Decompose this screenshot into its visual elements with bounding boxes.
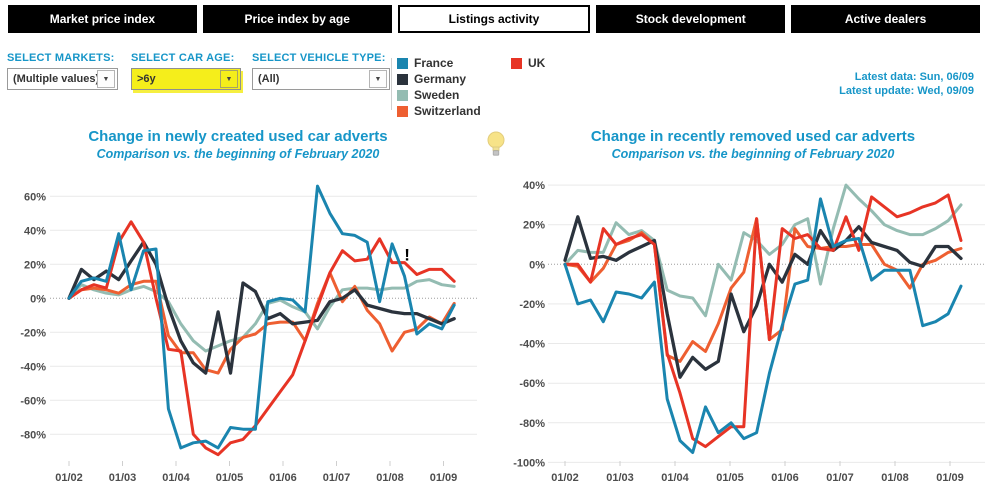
svg-text:01/08: 01/08 bbox=[376, 472, 404, 484]
legend-label: Switzerland bbox=[414, 104, 481, 118]
tab-active-dealers[interactable]: Active dealers bbox=[791, 5, 980, 33]
tab-stock-development[interactable]: Stock development bbox=[596, 5, 786, 33]
lightbulb-icon[interactable] bbox=[487, 131, 505, 163]
car-age-dropdown[interactable]: >6y ▼ bbox=[131, 68, 241, 90]
legend-divider bbox=[391, 58, 392, 110]
left-chart-subtitle: Comparison vs. the beginning of February… bbox=[96, 147, 380, 161]
svg-text:01/02: 01/02 bbox=[551, 472, 579, 484]
svg-text:60%: 60% bbox=[24, 191, 46, 203]
right-chart-plot-area[interactable] bbox=[548, 180, 985, 465]
svg-text:0%: 0% bbox=[529, 259, 545, 271]
right-chart-title: Change in recently removed used car adve… bbox=[590, 128, 916, 145]
legend-label: Sweden bbox=[414, 88, 460, 102]
svg-text:20%: 20% bbox=[523, 220, 545, 232]
right-chart-header: Change in recently removed used car adve… bbox=[528, 128, 978, 161]
vehicle-type-dropdown[interactable]: (All) ▼ bbox=[252, 68, 390, 90]
legend-item-france[interactable]: France bbox=[397, 55, 481, 71]
germany-swatch-icon bbox=[397, 73, 408, 85]
svg-text:40%: 40% bbox=[24, 225, 46, 237]
svg-text:-100%: -100% bbox=[513, 457, 545, 469]
status-block: Latest data: Sun, 06/09 Latest update: W… bbox=[839, 70, 974, 98]
legend-label: UK bbox=[528, 56, 546, 70]
svg-text:01/04: 01/04 bbox=[162, 472, 190, 484]
svg-text:01/06: 01/06 bbox=[269, 472, 297, 484]
svg-text:01/08: 01/08 bbox=[881, 472, 909, 484]
svg-text:01/03: 01/03 bbox=[109, 472, 137, 484]
switzerland-swatch-icon bbox=[397, 105, 408, 117]
legend-item-germany[interactable]: Germany bbox=[397, 71, 481, 87]
chevron-down-icon[interactable]: ▼ bbox=[220, 70, 238, 88]
svg-text:40%: 40% bbox=[523, 180, 545, 192]
car-age-dropdown-value: >6y bbox=[137, 73, 156, 85]
svg-text:-20%: -20% bbox=[519, 299, 545, 311]
legend-item-switzerland[interactable]: Switzerland bbox=[397, 103, 481, 119]
select-markets-label: SELECT MARKETS: bbox=[7, 52, 115, 64]
markets-dropdown[interactable]: (Multiple values) ▼ bbox=[7, 68, 118, 90]
tab-listings-activity[interactable]: Listings activity bbox=[397, 5, 591, 33]
france-swatch-icon bbox=[397, 57, 408, 69]
tab-price-index-by-age[interactable]: Price index by age bbox=[202, 5, 392, 33]
legend-label: Germany bbox=[414, 72, 467, 86]
select-car-age-label: SELECT CAR AGE: bbox=[131, 52, 235, 64]
svg-text:01/02: 01/02 bbox=[55, 472, 83, 484]
left-chart-plot-area[interactable] bbox=[50, 180, 477, 465]
svg-text:-60%: -60% bbox=[519, 378, 545, 390]
svg-text:01/05: 01/05 bbox=[716, 472, 744, 484]
svg-text:-40%: -40% bbox=[20, 361, 46, 373]
latest-data-text: Latest data: Sun, 06/09 bbox=[854, 71, 974, 83]
legend-item-sweden[interactable]: Sweden bbox=[397, 87, 481, 103]
svg-text:-20%: -20% bbox=[20, 327, 46, 339]
svg-text:-80%: -80% bbox=[20, 429, 46, 441]
svg-text:-80%: -80% bbox=[519, 418, 545, 430]
svg-text:20%: 20% bbox=[24, 259, 46, 271]
chevron-down-icon[interactable]: ▼ bbox=[369, 70, 387, 88]
select-vehicle-type-label: SELECT VEHICLE TYPE: bbox=[252, 52, 386, 64]
legend-item-uk[interactable]: UK bbox=[511, 55, 545, 71]
svg-text:-40%: -40% bbox=[519, 339, 545, 351]
chevron-down-icon[interactable]: ▼ bbox=[97, 70, 115, 88]
uk-swatch-icon bbox=[511, 57, 522, 69]
svg-text:01/09: 01/09 bbox=[430, 472, 458, 484]
left-chart-title: Change in newly created used car adverts bbox=[88, 128, 388, 145]
markets-dropdown-value: (Multiple values) bbox=[13, 73, 97, 85]
svg-text:01/07: 01/07 bbox=[323, 472, 351, 484]
svg-text:01/05: 01/05 bbox=[216, 472, 244, 484]
svg-text:-60%: -60% bbox=[20, 395, 46, 407]
country-legend: France Germany Sweden Switzerland bbox=[397, 55, 481, 119]
svg-text:01/03: 01/03 bbox=[606, 472, 634, 484]
vehicle-type-dropdown-value: (All) bbox=[258, 73, 280, 85]
legend-label: France bbox=[414, 56, 454, 70]
svg-text:01/06: 01/06 bbox=[771, 472, 799, 484]
left-chart-header: Change in newly created used car adverts… bbox=[8, 128, 468, 161]
svg-text:01/09: 01/09 bbox=[936, 472, 964, 484]
svg-text:0%: 0% bbox=[30, 293, 46, 305]
right-chart-subtitle: Comparison vs. the beginning of February… bbox=[611, 147, 895, 161]
nav-tab-bar: Market price index Price index by age Li… bbox=[8, 5, 980, 33]
svg-text:01/07: 01/07 bbox=[826, 472, 854, 484]
latest-update-text: Latest update: Wed, 09/09 bbox=[839, 85, 974, 97]
svg-text:01/04: 01/04 bbox=[661, 472, 689, 484]
sweden-swatch-icon bbox=[397, 89, 408, 101]
tab-market-price-index[interactable]: Market price index bbox=[8, 5, 197, 33]
